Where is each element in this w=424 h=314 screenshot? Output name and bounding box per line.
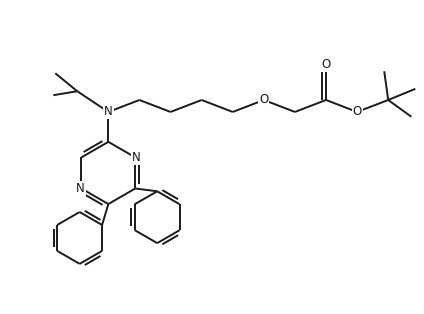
Text: O: O — [321, 57, 331, 71]
Text: N: N — [76, 182, 85, 195]
Text: N: N — [104, 106, 113, 118]
Text: O: O — [352, 106, 362, 118]
Text: N: N — [132, 151, 140, 164]
Text: O: O — [259, 94, 268, 106]
